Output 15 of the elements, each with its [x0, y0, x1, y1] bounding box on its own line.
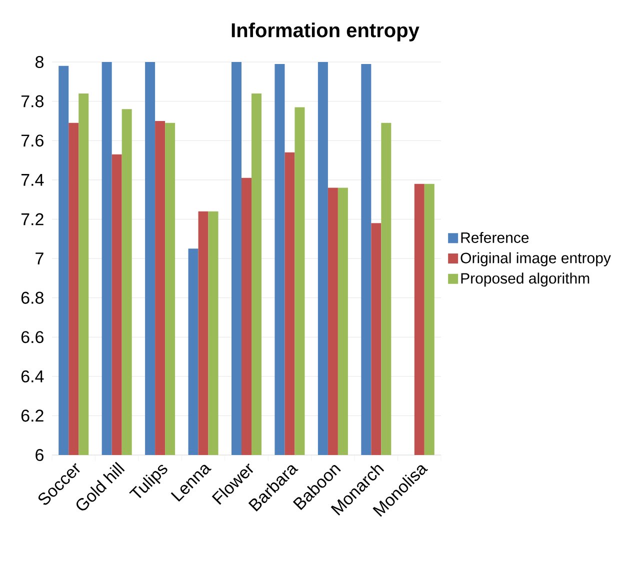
legend-label: Reference: [461, 232, 529, 243]
y-tick-label: 7.2: [21, 213, 44, 226]
legend-label: Original image entropy: [460, 252, 611, 266]
y-tick-label: 6.6: [21, 331, 44, 344]
y-tick-label: 8: [36, 56, 44, 68]
y-tick-label: 6.2: [21, 410, 44, 422]
y-tick-label: 7.8: [21, 95, 44, 108]
y-tick-label: 6.4: [21, 370, 44, 382]
y-tick-label: 7.4: [21, 174, 44, 186]
y-tick-label: 7.6: [21, 134, 44, 147]
y-tick-label: 6: [36, 448, 44, 462]
y-tick-label: 6.8: [21, 292, 44, 304]
chart-title: Information entropy: [232, 22, 420, 42]
legend-label: Proposed algorithm: [461, 272, 590, 287]
y-tick-label: 7: [36, 252, 44, 264]
